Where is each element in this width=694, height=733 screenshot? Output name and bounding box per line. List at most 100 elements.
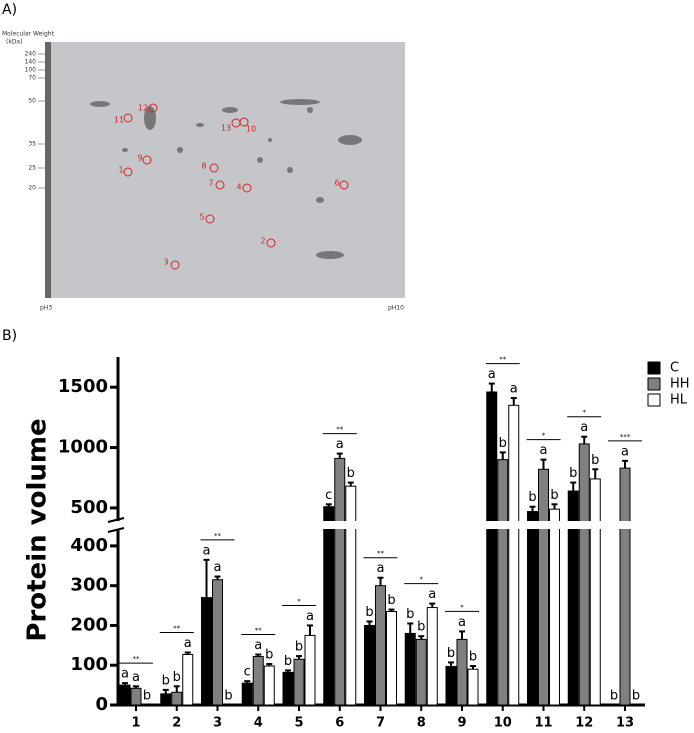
significance-stars: **	[214, 532, 222, 540]
significance-letter: b	[569, 466, 577, 481]
significance-letter: b	[365, 605, 373, 620]
spot-label: 11	[114, 116, 124, 125]
bar	[497, 459, 509, 706]
significance-letter: b	[417, 620, 425, 635]
spot-label: 8	[201, 162, 206, 171]
x-tick-label: 12	[575, 716, 593, 731]
gel-protein	[307, 107, 313, 113]
bar	[252, 655, 264, 706]
significance-letter: b	[550, 488, 558, 503]
significance-letter: b	[173, 670, 181, 685]
significance-letter: b	[347, 466, 355, 481]
significance-letter: a	[580, 420, 588, 435]
significance-stars: **	[336, 426, 344, 434]
significance-letter: b	[591, 453, 599, 468]
significance-letter: b	[632, 689, 640, 704]
bar	[619, 467, 631, 706]
y-axis-title: Protein volume	[23, 418, 53, 641]
spot-label: 13	[221, 124, 231, 133]
bar	[160, 693, 172, 706]
significance-letter: c	[325, 488, 332, 503]
significance-letter: a	[458, 615, 466, 630]
significance-stars: *	[460, 603, 464, 611]
significance-stars: **	[133, 655, 141, 663]
gel-edge	[45, 42, 51, 298]
gel-protein	[280, 99, 320, 105]
legend-label: HH	[670, 377, 690, 392]
x-tick-label: 2	[172, 716, 181, 731]
panel-label: B)	[2, 328, 17, 344]
bar	[182, 653, 194, 706]
significance-letter: a	[621, 444, 629, 459]
spot-circle	[209, 163, 219, 173]
bar	[538, 468, 549, 706]
gel-protein	[316, 197, 324, 203]
mw-marker: 20	[28, 185, 36, 192]
bar	[467, 668, 479, 706]
spot-circle	[148, 103, 158, 113]
spot-circle	[123, 113, 133, 123]
legend-swatch	[647, 377, 661, 391]
spot-label: 2	[260, 237, 265, 246]
significance-letter: a	[121, 667, 129, 682]
x-tick-label: 4	[254, 716, 263, 731]
significance-stars: ***	[620, 433, 631, 441]
bar	[241, 682, 253, 706]
spot-circle	[339, 180, 349, 190]
legend-swatch	[647, 361, 661, 375]
significance-letter: a	[488, 367, 496, 382]
legend-label: C	[670, 361, 679, 376]
x-tick-label: 11	[534, 716, 552, 731]
x-tick-label: 3	[213, 716, 222, 731]
bar	[386, 611, 397, 706]
legend-label: HL	[670, 393, 688, 408]
significance-letter: b	[387, 593, 395, 608]
mw-marker: 140	[25, 59, 37, 66]
x-tick-label: 7	[376, 716, 385, 731]
bar	[364, 624, 375, 706]
significance-stars: *	[297, 597, 301, 605]
bar	[171, 691, 183, 706]
mw-title: Molecular Weight	[2, 31, 55, 38]
y-tick-label: 1000	[58, 437, 108, 458]
x-tick-label: 6	[335, 716, 344, 731]
bar	[263, 665, 275, 706]
significance-stars: **	[173, 625, 181, 633]
gel-protein	[257, 157, 263, 163]
bar	[426, 607, 438, 706]
significance-stars: **	[255, 626, 263, 634]
mw-marker: 50	[28, 98, 36, 105]
spot-label: 4	[236, 183, 241, 192]
mw-marker: 240	[25, 51, 37, 58]
axis-break	[106, 521, 645, 529]
gel-protein	[316, 251, 344, 259]
x-tick-label: 5	[294, 716, 303, 731]
spot-circle	[170, 260, 180, 270]
significance-letter: b	[224, 689, 232, 704]
y-tick-label: 400	[70, 535, 108, 556]
significance-letter: a	[203, 543, 211, 558]
significance-letter: a	[132, 670, 140, 685]
significance-letter: b	[447, 646, 455, 661]
spot-label: 6	[334, 179, 339, 188]
ph-right: pH10	[388, 305, 404, 312]
gel-protein	[287, 167, 293, 173]
gel-protein	[90, 101, 110, 107]
significance-letter: a	[377, 561, 385, 576]
x-tick-label: 1	[131, 716, 140, 731]
mw-marker: 35	[28, 141, 36, 148]
significance-letter: a	[510, 382, 518, 397]
significance-stars: *	[583, 409, 587, 417]
spot-label: 10	[246, 125, 256, 134]
spot-label: 12	[138, 104, 148, 113]
break-mark	[107, 517, 125, 523]
bar	[201, 597, 212, 706]
spot-label: 7	[208, 179, 213, 188]
spot-circle	[231, 118, 241, 128]
ph-left: pH3	[40, 305, 52, 312]
bar	[527, 511, 538, 706]
bar	[334, 457, 346, 706]
y-tick-label: 1500	[58, 376, 108, 397]
y-tick-label: 500	[70, 497, 108, 518]
y-tick-label: 200	[70, 614, 108, 635]
